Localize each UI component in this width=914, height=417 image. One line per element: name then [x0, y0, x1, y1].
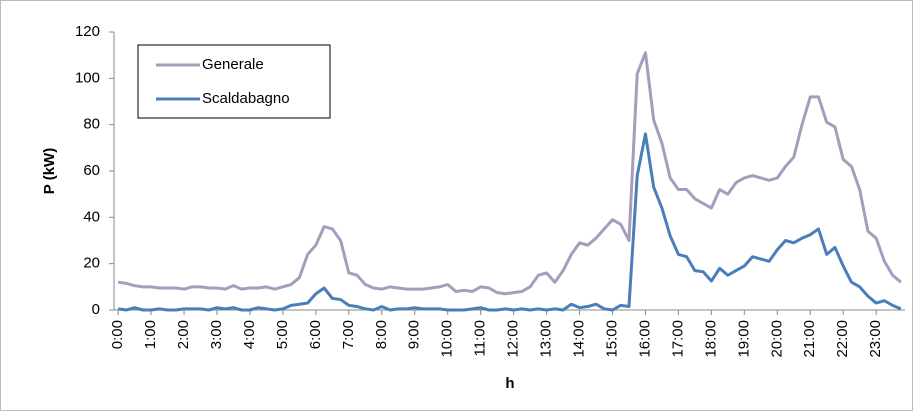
x-tick-label: 15:00 [603, 320, 620, 358]
x-tick-label: 1:00 [142, 320, 159, 349]
x-tick-label: 6:00 [307, 320, 324, 349]
x-tick-label: 17:00 [669, 320, 686, 358]
x-tick-label: 18:00 [702, 320, 719, 358]
x-tick-label: 11:00 [472, 320, 489, 356]
x-tick-label: 12:00 [505, 320, 522, 358]
x-tick-label: 5:00 [274, 320, 291, 349]
x-tick-label: 0:00 [109, 320, 126, 349]
line-series [117, 51, 902, 296]
y-tick-label: 100 [75, 69, 100, 86]
x-tick-label: 22:00 [834, 320, 851, 358]
y-tick-label: 120 [75, 23, 100, 40]
x-tick-label: 19:00 [735, 320, 752, 358]
y-axis-label: P (kW) [41, 148, 58, 194]
y-tick-label: 80 [83, 116, 100, 133]
y-tick-label: 60 [83, 162, 100, 179]
x-tick-label: 7:00 [340, 320, 357, 349]
x-tick-label: 14:00 [571, 320, 588, 358]
x-tick-label: 4:00 [241, 320, 258, 349]
line-series [117, 132, 902, 312]
legend-box [137, 44, 331, 119]
x-tick-label: 21:00 [801, 320, 818, 358]
x-tick-label: 8:00 [373, 320, 390, 349]
y-tick-label: 0 [92, 301, 100, 318]
x-tick-label: 2:00 [175, 320, 192, 349]
x-tick-label: 16:00 [636, 320, 653, 358]
x-axis-label: h [505, 375, 514, 392]
legend-label: Generale [202, 56, 264, 73]
y-tick-label: 40 [83, 208, 100, 225]
x-tick-label: 9:00 [406, 320, 423, 349]
legend-label: Scaldabagno [202, 90, 290, 107]
x-tick-label: 10:00 [439, 320, 456, 358]
y-tick-label: 20 [83, 255, 100, 272]
x-tick-label: 3:00 [208, 320, 225, 349]
x-tick-label: 20:00 [768, 320, 785, 358]
x-tick-label: 13:00 [538, 320, 555, 358]
x-tick-label: 23:00 [867, 320, 884, 358]
